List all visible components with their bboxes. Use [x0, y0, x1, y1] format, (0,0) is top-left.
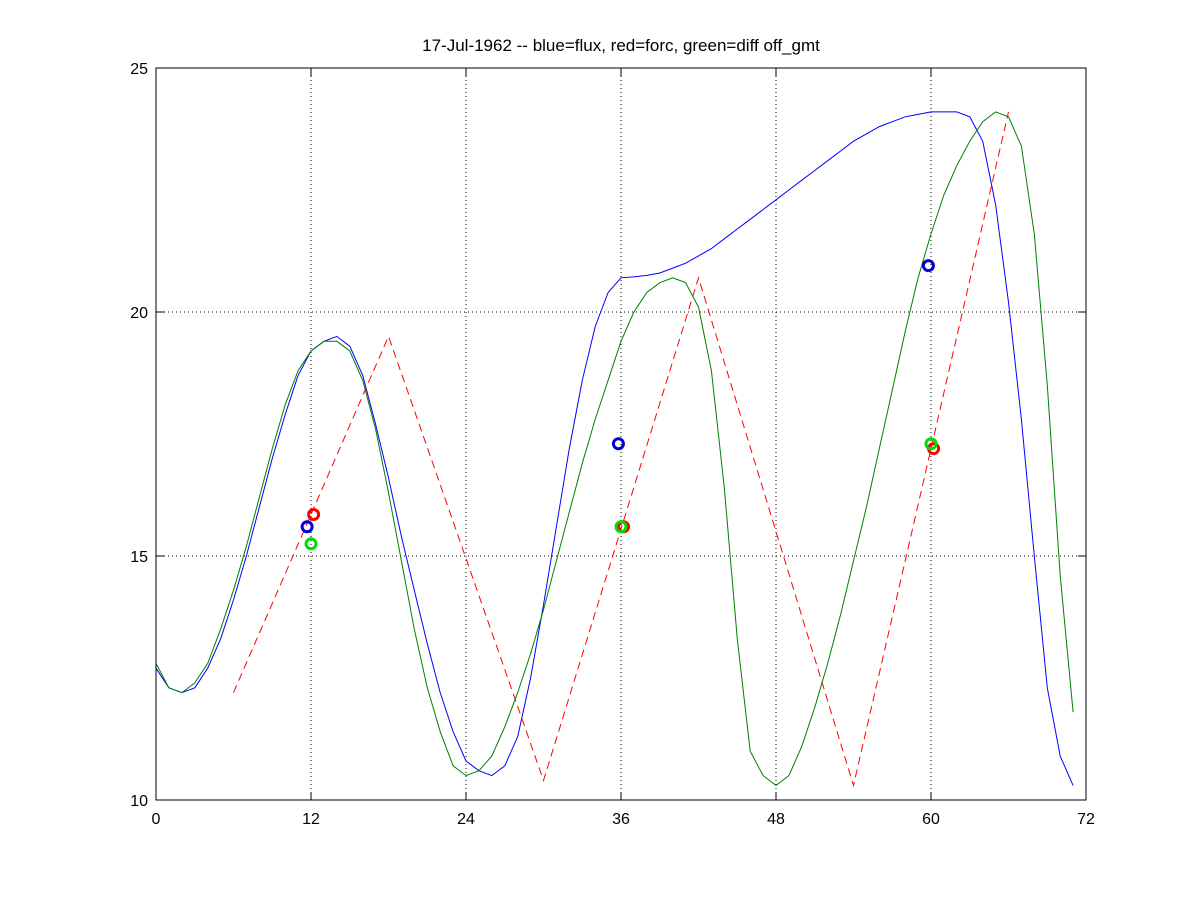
ticks-group: [155, 67, 1087, 801]
markers-group: [300, 259, 941, 551]
data-point-marker: [614, 520, 628, 534]
y-tick-label: 20: [130, 305, 148, 322]
plot-area-border: [155, 67, 1087, 801]
x-tick-label: 48: [767, 811, 785, 828]
grid-lines: [156, 68, 1086, 800]
data-point-marker: [304, 537, 318, 551]
data-point-marker: [921, 259, 935, 273]
x-tick-label: 24: [457, 811, 475, 828]
x-tick-label: 36: [612, 811, 630, 828]
x-tick-label: 12: [302, 811, 320, 828]
data-point-marker: [307, 508, 321, 522]
series-line-green: [155, 111, 1074, 787]
data-point-marker: [924, 437, 938, 451]
y-tick-label: 25: [130, 61, 148, 78]
series-group: [155, 111, 1074, 788]
chart-title: 17-Jul-1962 -- blue=flux, red=forc, gree…: [422, 36, 820, 55]
tick-labels-group: 0 12 24 36 48 60 72 10 15 20 25: [130, 61, 1095, 828]
data-point-marker: [611, 437, 625, 451]
x-tick-label: 72: [1077, 811, 1095, 828]
x-tick-label: 60: [922, 811, 940, 828]
y-tick-label: 15: [130, 549, 148, 566]
series-line-red-dashed: [233, 111, 1009, 788]
y-tick-label: 10: [130, 793, 148, 810]
data-point-marker: [300, 520, 314, 534]
x-tick-label: 0: [152, 811, 161, 828]
